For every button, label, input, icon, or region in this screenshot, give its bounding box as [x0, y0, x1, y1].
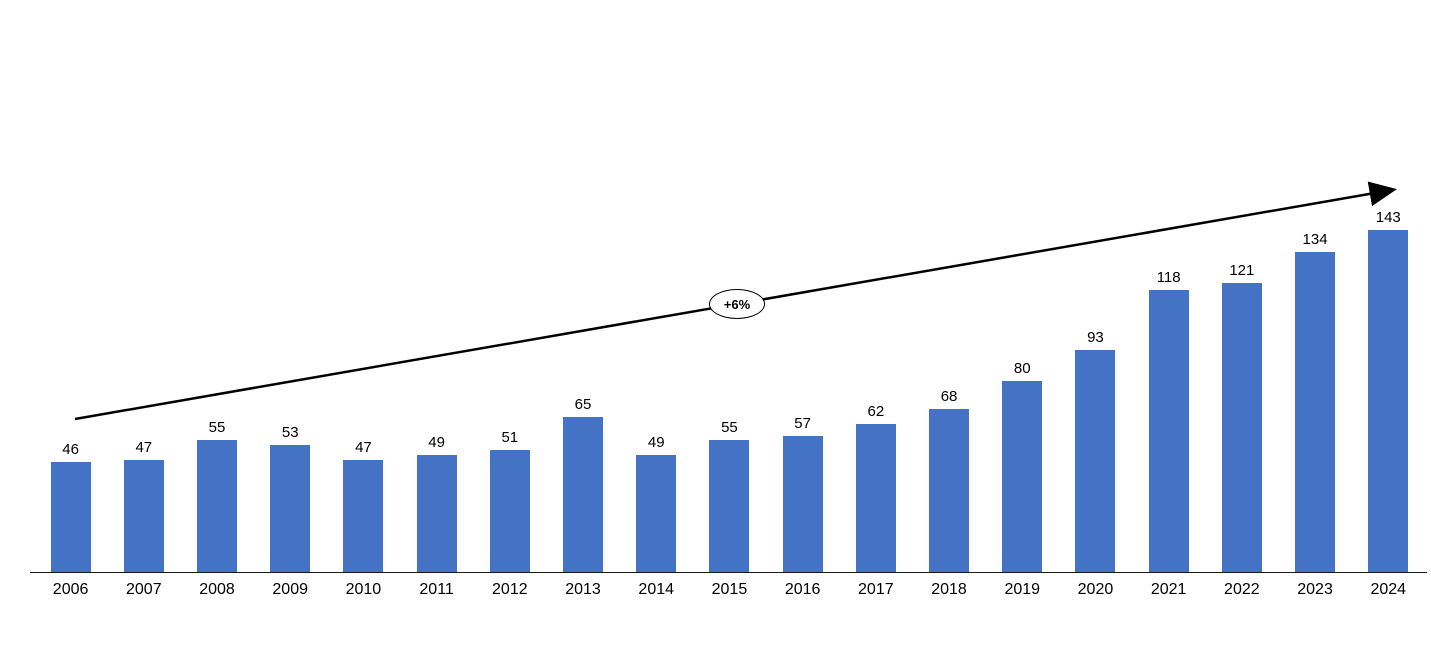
bar — [50, 462, 91, 572]
x-axis-tick-label: 2006 — [52, 581, 89, 598]
x-axis-tick-label: 2020 — [1077, 581, 1114, 598]
bar — [1295, 252, 1336, 572]
bar — [1148, 290, 1189, 572]
bar-group: 118 — [1132, 270, 1205, 572]
x-axis-tick-label: 2021 — [1150, 581, 1187, 598]
bar — [343, 460, 384, 572]
bar-group: 46 — [34, 442, 107, 572]
x-axis-line — [30, 572, 1427, 573]
x-axis-tick-label: 2011 — [419, 581, 454, 598]
bar-group: 55 — [693, 420, 766, 572]
bar-group: 49 — [620, 435, 693, 572]
bar — [636, 455, 677, 572]
bar-value-label: 121 — [1229, 262, 1255, 279]
x-axis-tick-label: 2016 — [784, 581, 821, 598]
bar-group: 134 — [1278, 232, 1351, 572]
bar-group: 51 — [473, 430, 546, 572]
bars-row: 46 47 55 53 47 49 51 65 49 55 57 62 68 80 93 118 121 134 1… — [34, 0, 1425, 572]
bar — [855, 424, 896, 572]
bar-value-label: 134 — [1302, 231, 1328, 248]
bar-group: 47 — [327, 440, 400, 572]
bar — [1002, 381, 1043, 572]
bar-value-label: 47 — [135, 439, 153, 456]
bar — [1221, 283, 1262, 572]
bar-group: 80 — [986, 361, 1059, 572]
bar-value-label: 143 — [1375, 209, 1401, 226]
x-axis-tick-label: 2022 — [1224, 581, 1260, 598]
bar-value-label: 55 — [208, 419, 226, 436]
bar-group: 57 — [766, 416, 839, 572]
bar — [1075, 350, 1116, 572]
bar-group: 68 — [912, 389, 985, 572]
bar-group: 143 — [1352, 210, 1425, 572]
bar-value-label: 46 — [62, 441, 79, 458]
bar-value-label: 118 — [1156, 269, 1181, 286]
bar-value-label: 51 — [501, 429, 519, 446]
bar-group: 65 — [546, 397, 619, 572]
bar — [709, 440, 750, 572]
x-axis-tick-label: 2009 — [272, 581, 308, 598]
bar-value-label: 68 — [940, 388, 958, 405]
bar — [197, 440, 237, 572]
bar-group: 53 — [254, 425, 327, 572]
x-axis-tick-label: 2012 — [492, 581, 528, 598]
bar — [782, 436, 823, 572]
bar-value-label: 62 — [867, 403, 885, 420]
bar-group: 55 — [180, 420, 253, 572]
bar-value-label: 53 — [281, 424, 299, 441]
bar — [563, 417, 604, 572]
bar-value-label: 65 — [574, 396, 592, 413]
bar-group: 49 — [400, 435, 473, 572]
bar — [270, 445, 311, 572]
growth-annotation-badge: +6% — [709, 289, 765, 319]
x-axis-tick-label: 2018 — [931, 581, 967, 598]
bar-value-label: 47 — [355, 439, 372, 456]
x-axis-tick-label: 2017 — [858, 581, 894, 598]
x-axis-labels: 2006 2007 2008 2009 2010 2011 2012 2013 2014 2015… — [34, 581, 1425, 599]
x-axis-tick-label: 2023 — [1297, 581, 1333, 598]
x-axis-tick-label: 2013 — [565, 581, 601, 598]
bar-value-label: 49 — [428, 434, 445, 451]
bar-value-label: 80 — [1013, 360, 1031, 377]
bar-group: 47 — [107, 440, 180, 572]
bar-group: 121 — [1205, 263, 1278, 572]
bar-value-label: 57 — [794, 415, 811, 432]
bar-group: 93 — [1059, 330, 1132, 572]
x-axis-tick-label: 2019 — [1004, 581, 1041, 598]
x-axis-tick-label: 2010 — [345, 581, 382, 598]
bar-value-label: 55 — [721, 419, 738, 436]
bar-value-label: 49 — [647, 434, 665, 451]
bar — [489, 450, 530, 572]
bar — [929, 409, 970, 572]
bar — [123, 460, 164, 572]
bar-group: 62 — [839, 404, 912, 572]
x-axis-tick-label: 2008 — [199, 581, 235, 598]
bar — [416, 455, 457, 572]
x-axis-tick-label: 2014 — [638, 581, 675, 598]
x-axis-tick-label: 2007 — [126, 581, 162, 598]
x-axis-tick-label: 2024 — [1370, 581, 1407, 598]
x-axis-tick-label: 2015 — [711, 581, 748, 598]
bar — [1368, 230, 1409, 572]
bar-value-label: 93 — [1087, 329, 1104, 346]
